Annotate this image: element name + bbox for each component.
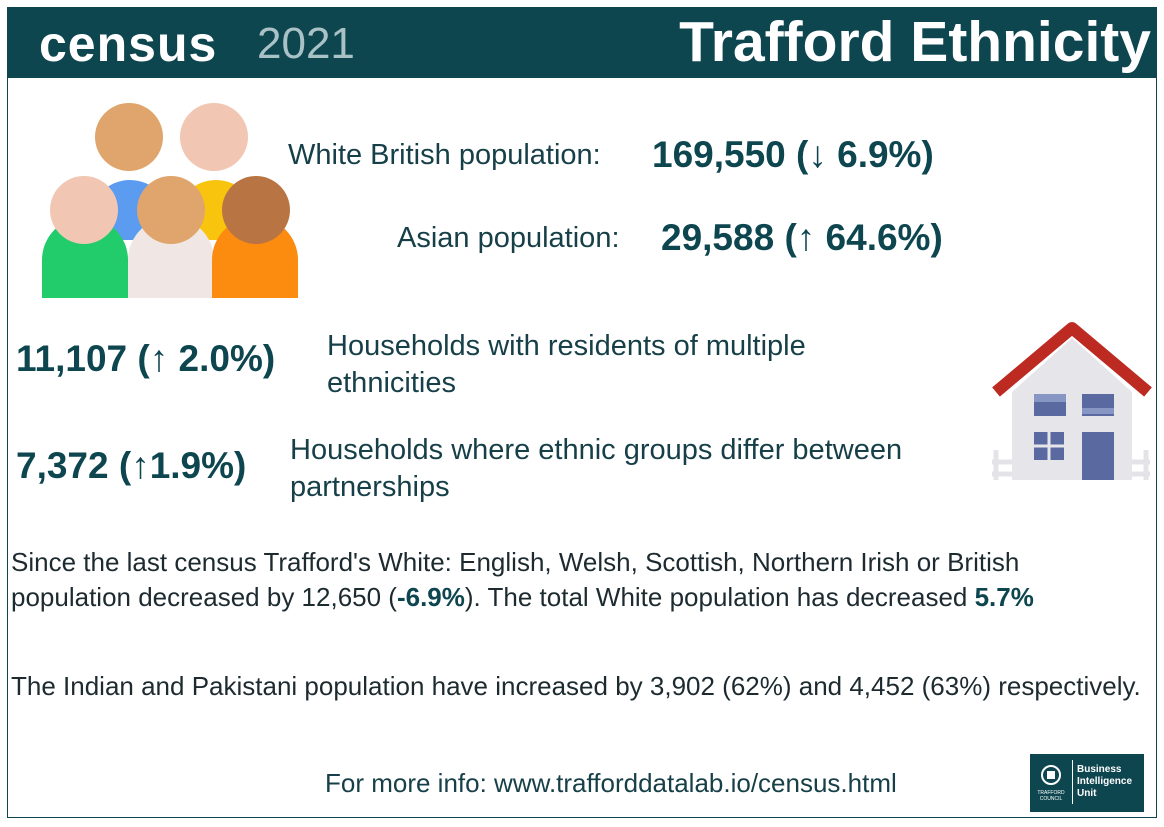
stat-value: 29,588 (↑ 64.6%) — [661, 217, 943, 258]
text-run: Since the last census Trafford's White: … — [11, 547, 1020, 612]
text-run: 5.7% — [974, 582, 1034, 612]
unit: Business Intelligence Unit — [1077, 764, 1133, 799]
stat-value: 7,372 (↑1.9%) — [16, 445, 247, 486]
text-run: ). The total White population has decrea… — [464, 582, 975, 612]
logo-year: 2021 — [257, 19, 355, 68]
paragraph: The Indian and Pakistani population have… — [11, 669, 1141, 704]
stat-label: Asian population: — [397, 222, 620, 254]
paragraph: Since the last census Trafford's White: … — [11, 545, 1141, 615]
council: TRAFFORD COUNCIL — [1037, 790, 1065, 802]
bi-logo: TRAFFORD COUNCIL Business Intelligence U… — [1030, 754, 1144, 812]
stat-label: Households where ethnic groups differ be… — [290, 434, 903, 503]
people-icon — [42, 103, 298, 298]
crest — [1041, 765, 1061, 785]
text-run: -6.9% — [396, 582, 465, 612]
house-icon — [992, 322, 1152, 480]
stat-label: White British population: — [288, 139, 601, 171]
stat-label: Households with residents of multiple et… — [327, 330, 806, 399]
stat-value: 169,550 (↓ 6.9%) — [652, 134, 934, 175]
logo-word: census — [39, 16, 218, 72]
header: census 2021 Trafford Ethnicity — [7, 7, 1157, 78]
text-run: The Indian and Pakistani population have… — [11, 671, 1141, 701]
stat-value: 11,107 (↑ 2.0%) — [16, 338, 276, 379]
footer-info: For more info: www.trafforddatalab.io/ce… — [325, 768, 897, 798]
title: Trafford Ethnicity — [679, 10, 1151, 74]
